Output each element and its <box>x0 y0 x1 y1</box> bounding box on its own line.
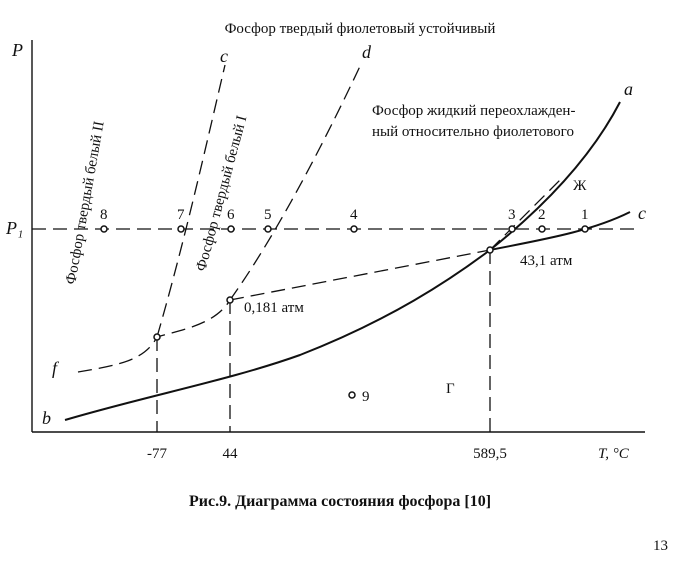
point <box>264 225 272 233</box>
point-label: 2 <box>538 207 546 223</box>
point <box>508 225 516 233</box>
curve-label: f <box>52 358 60 378</box>
points: 8 7 6 5 4 3 2 1 9 <box>100 207 589 405</box>
x-label: T, °C <box>598 446 630 462</box>
point <box>227 225 235 233</box>
triple-point <box>226 296 234 304</box>
pressure-label: 0,181 атм <box>244 300 304 316</box>
point-label: 1 <box>581 207 589 223</box>
p1-label: P₁ <box>5 218 23 238</box>
region-label: Фосфор твердый белый II <box>63 120 107 286</box>
curve-label: b <box>42 408 51 428</box>
region-label: Фосфор жидкий переохлажден- <box>372 103 575 119</box>
region-label: Г <box>446 381 455 397</box>
curve-label: d <box>362 42 372 62</box>
point <box>581 225 589 233</box>
point-label: 4 <box>350 207 358 223</box>
x-mark: 44 <box>223 446 239 462</box>
point-label: 7 <box>177 207 185 223</box>
region-label: ный относительно фиолетового <box>372 124 574 140</box>
caption: Рис.9. Диаграмма состояния фосфора [10] <box>189 493 491 510</box>
top-label: Фосфор твердый фиолетовый устойчивый <box>225 21 496 37</box>
triple-point <box>153 333 161 341</box>
point-label: 6 <box>227 207 235 223</box>
point <box>348 391 356 399</box>
point-label: 8 <box>100 207 108 223</box>
point-label: 5 <box>264 207 272 223</box>
pressure-label: 43,1 атм <box>520 253 573 269</box>
region-label: Фосфор твердый белый I <box>193 114 250 273</box>
point <box>350 225 358 233</box>
point-label: 9 <box>362 389 370 405</box>
y-label: P <box>11 40 23 60</box>
point <box>177 225 185 233</box>
point-label: 3 <box>508 207 516 223</box>
region-label: Ж <box>573 178 587 194</box>
page-number: 13 <box>653 538 668 554</box>
x-mark: 589,5 <box>473 446 507 462</box>
point <box>538 225 546 233</box>
x-mark: -77 <box>147 446 167 462</box>
axes <box>31 40 645 433</box>
curve-label: c <box>220 46 228 66</box>
triple-point <box>486 246 494 254</box>
curves <box>64 61 631 432</box>
point <box>100 225 108 233</box>
curve-label: a <box>624 79 633 99</box>
curve-label: c <box>638 203 646 223</box>
